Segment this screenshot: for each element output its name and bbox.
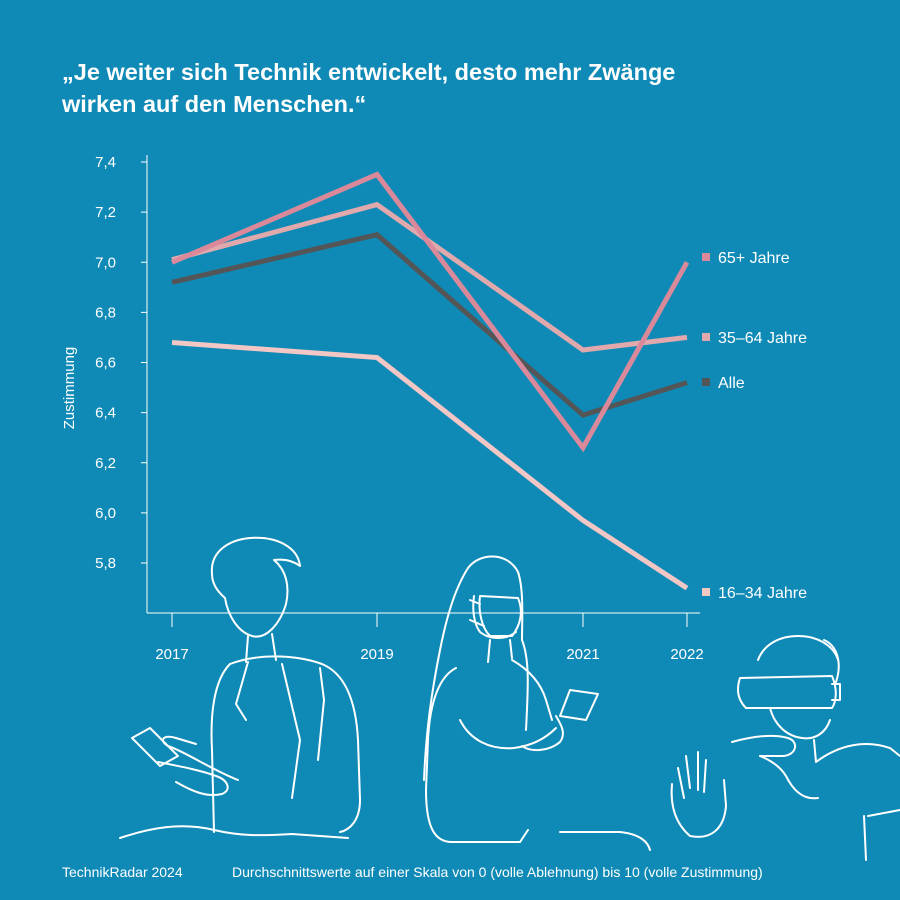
y-tick-label: 5,8 [95,555,116,572]
y-tick-label: 7,4 [95,154,116,171]
person-with-vr-headset-icon [670,635,900,861]
y-tick-label: 6,4 [95,405,116,422]
chart-series [171,171,690,591]
legend-label: 16–34 Jahre [718,585,807,602]
x-tick-label: 2021 [566,646,599,663]
series-line [171,340,689,591]
x-tick-label: 2019 [360,646,393,663]
series-line [171,171,690,453]
legend-label: 35–64 Jahre [718,330,807,347]
chart-axes: 7,4 7,2 7,0 6,8 6,6 6,4 6,2 6,0 5,8 Zustimmung 201… [61,154,704,663]
legend-marker [702,378,710,386]
footer-note: Durchschnittswerte auf einer Skala von 0… [232,864,763,880]
chart-legend: 65+ Jahre 35–64 Jahre Alle 16–34 Jahre [702,250,807,602]
woman-with-mask-icon [423,555,651,851]
y-tick-label: 6,0 [95,505,116,522]
chart-title: „Je weiter sich Technik entwickelt, dest… [62,59,676,117]
person-with-phone-icon [119,536,361,839]
y-tick-label: 6,8 [95,304,116,321]
y-tick-label: 6,6 [95,355,116,372]
legend-marker [702,588,710,596]
y-tick-label: 6,2 [95,455,116,472]
y-axis-label: Zustimmung [61,347,78,430]
legend-label: 65+ Jahre [718,250,790,267]
legend-label: Alle [718,375,745,392]
series-line [171,231,688,418]
y-tick-label: 7,0 [95,254,116,271]
legend-marker [702,333,710,341]
legend-marker [702,253,710,261]
footer-source: TechnikRadar 2024 [62,864,183,880]
x-tick-label: 2022 [670,646,703,663]
x-tick-label: 2017 [155,646,188,663]
series-line [171,201,688,353]
people-illustration [119,536,900,861]
y-tick-label: 7,2 [95,204,116,221]
